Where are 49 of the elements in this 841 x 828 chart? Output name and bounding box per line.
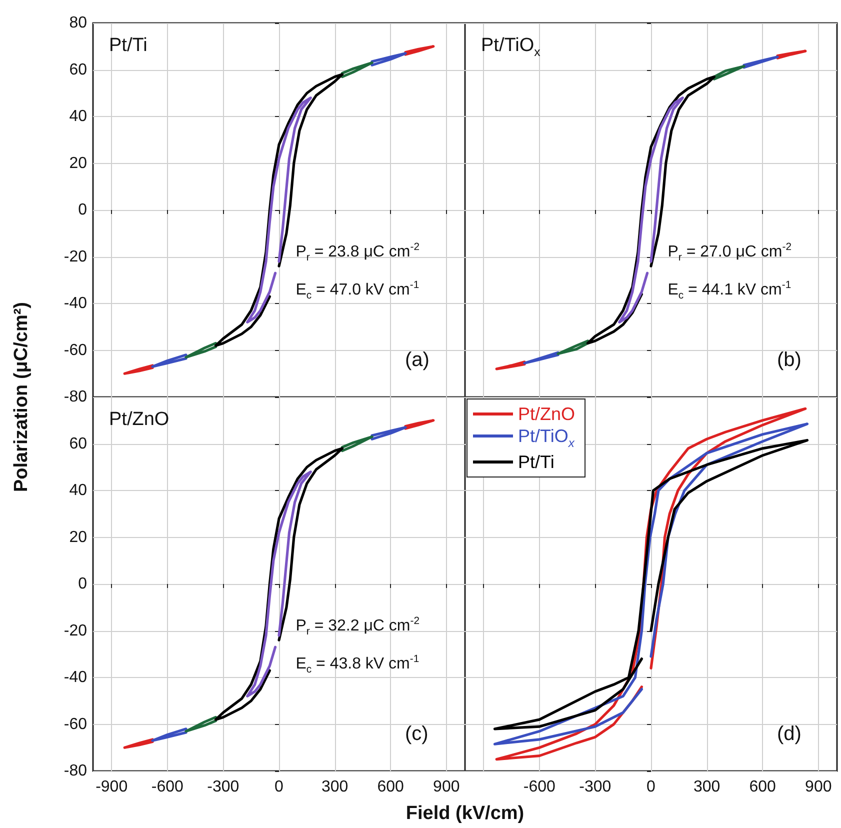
x-tick-label: 600 [749,778,776,796]
x-tick-label: -600 [523,778,556,796]
x-tick-label: 900 [433,778,460,796]
annotation: P$_{r}$ = 32.2 μC cm$^{-2}$ [296,616,420,638]
legend-label: Pt/Ti [518,452,554,472]
x-tick-label: -900 [96,778,128,796]
y-tick-label: -40 [64,295,88,312]
y-tick-label: 0 [78,202,88,218]
y-axis-title: Polarization (μC/cm²) [11,302,33,492]
annotation: (d) [777,723,802,746]
x-tick-label: 900 [805,778,832,796]
y-tick-label: 60 [69,435,88,452]
annotation: E$_{c}$ = 43.8 kV cm$^{-1}$ [296,654,420,676]
y-tick-label: 60 [69,61,88,78]
annotation: E$_{c}$ = 47.0 kV cm$^{-1}$ [296,280,420,302]
y-tick-label: 40 [69,482,88,499]
y-tick-label: 0 [78,576,88,592]
legend-label: Pt/ZnO [518,404,576,424]
annotation: (b) [777,349,802,372]
text: Pt/TiO$_{x}$ [481,35,540,59]
y-tick-label: -20 [64,622,88,640]
y-tick-label: 80 [69,14,88,32]
x-tick-label: -300 [207,778,240,796]
line-series [246,96,312,324]
x-tick-label: 300 [693,778,720,796]
y-tick-label: -40 [64,669,88,686]
line-series [246,470,312,698]
x-tick-label: 300 [321,778,348,796]
y-tick-label: -60 [64,342,88,359]
annotation: P$_{r}$ = 27.0 μC cm$^{-2}$ [668,242,792,264]
y-tick-label: 20 [69,528,88,546]
x-tick-label: -300 [579,778,612,796]
y-tick-label: 20 [69,154,88,172]
y-tick-label: -60 [64,716,88,733]
text: Pt/Ti [109,35,148,57]
x-tick-label: 0 [646,778,656,796]
text: Pt/ZnO [109,409,170,431]
x-axis-title: Field (kV/cm) [406,803,524,825]
y-tick-label: -20 [64,248,88,266]
annotation: (c) [405,723,428,746]
x-tick-label: -600 [151,778,184,796]
y-tick-label: -80 [64,388,88,406]
annotation: (a) [405,349,430,372]
x-tick-label: 600 [377,778,404,796]
y-tick-label: -80 [64,762,88,780]
annotation: P$_{r}$ = 23.8 μC cm$^{-2}$ [296,242,420,264]
x-tick-label: 0 [274,778,284,796]
annotation: E$_{c}$ = 44.1 kV cm$^{-1}$ [668,280,792,302]
y-tick-label: 40 [69,108,88,125]
